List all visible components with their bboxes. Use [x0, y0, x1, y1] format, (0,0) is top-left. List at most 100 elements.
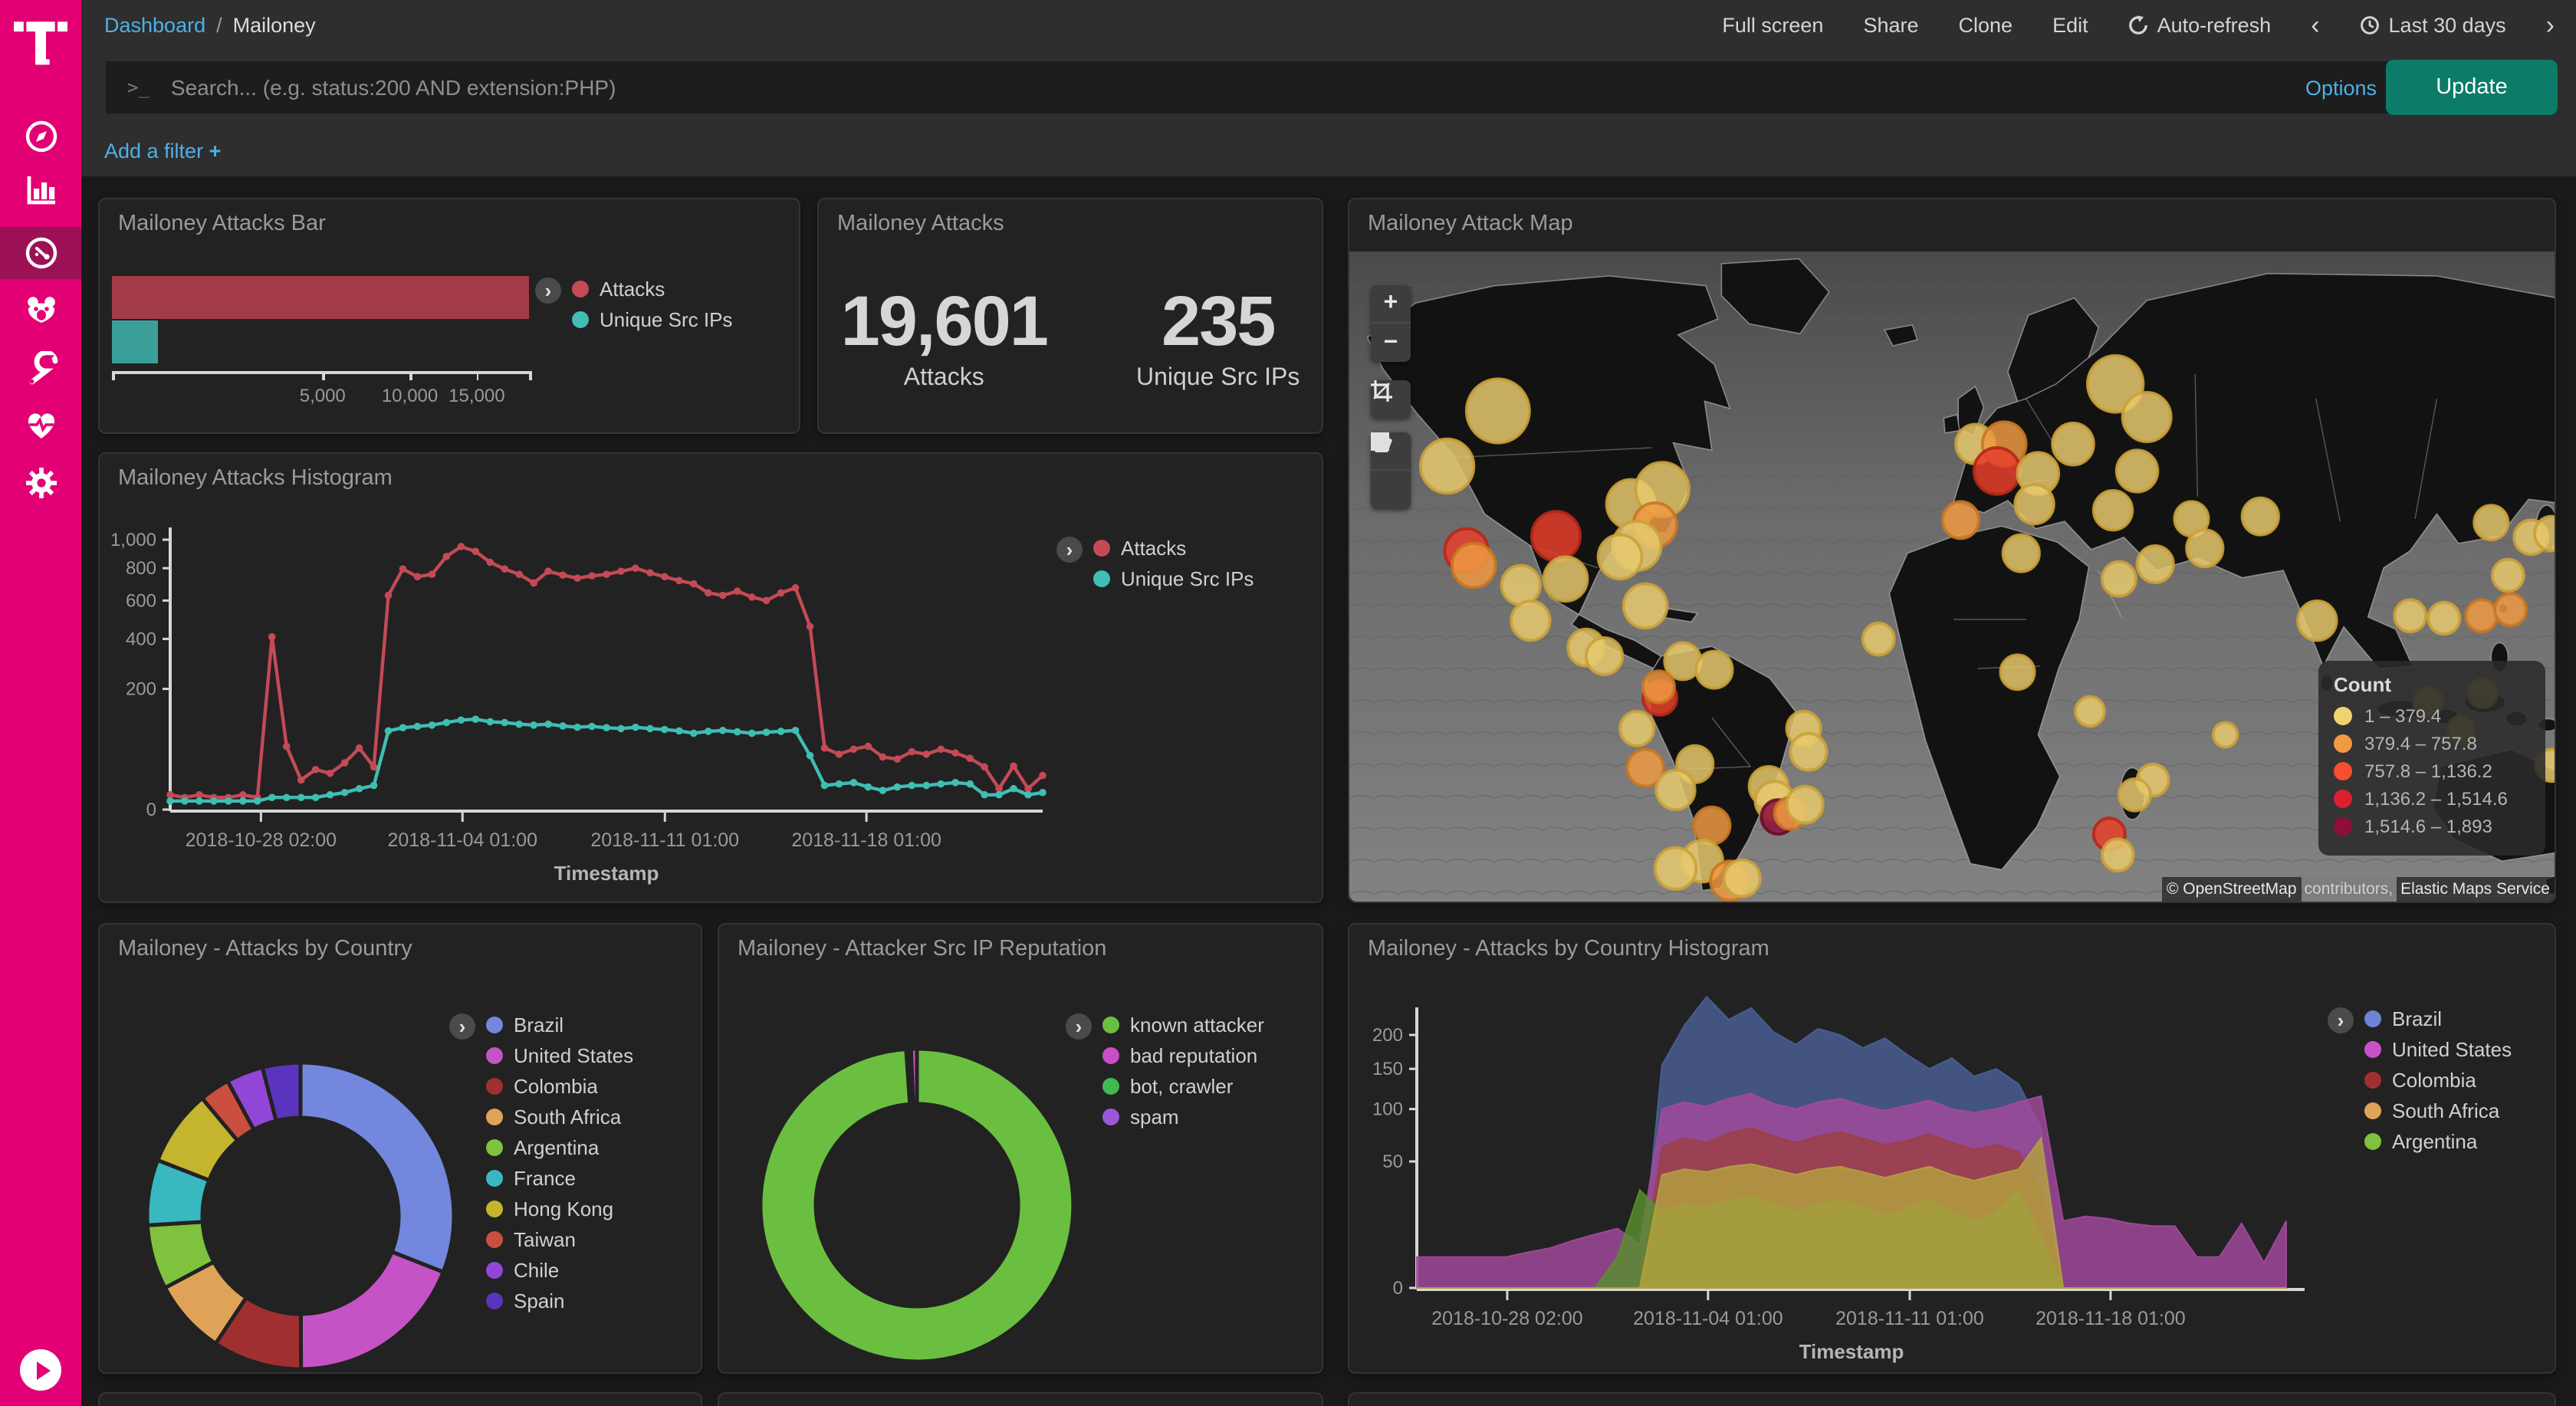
- attack-dot: [2240, 496, 2280, 537]
- time-prev-icon[interactable]: ‹: [2311, 10, 2320, 39]
- legend-item[interactable]: bad reputation: [1102, 1044, 1264, 1067]
- legend-item[interactable]: Taiwan: [486, 1228, 633, 1251]
- pie-slice-known-attacker[interactable]: [758, 1046, 1076, 1364]
- y-axis-tick-label: 100: [1372, 1099, 1403, 1120]
- fit-bounds-icon[interactable]: [1371, 380, 1411, 419]
- legend-toggle-icon[interactable]: ›: [2328, 1007, 2354, 1033]
- zoom-in-button[interactable]: +: [1371, 285, 1411, 324]
- attack-dot: [2533, 514, 2555, 553]
- bar-attacks[interactable]: [112, 276, 529, 319]
- legend-dot-icon: [1093, 570, 1110, 587]
- legend-dot-icon: [1093, 540, 1110, 557]
- legend-item[interactable]: Argentina: [2364, 1130, 2512, 1153]
- legend-item[interactable]: Brazil: [486, 1013, 633, 1036]
- panel-title[interactable]: Mailoney Attacks Bar: [118, 212, 326, 236]
- world-map[interactable]: + − Count 1: [1349, 251, 2555, 902]
- legend-item[interactable]: France: [486, 1167, 633, 1190]
- breadcrumb-separator: /: [216, 13, 222, 36]
- panel-attack-map: Mailoney Attack Map + −: [1348, 198, 2556, 903]
- attribution-text[interactable]: © OpenStreetMap: [2161, 877, 2302, 902]
- y-axis-tick-label: 400: [126, 629, 156, 649]
- legend-toggle-icon[interactable]: ›: [535, 278, 561, 304]
- y-axis-tick-label: 1,000: [110, 530, 156, 550]
- legend-item[interactable]: United States: [2364, 1038, 2512, 1061]
- sidebar-item-devtools-wrench[interactable]: [0, 342, 81, 394]
- map-legend-item: 1 – 379.4: [2334, 705, 2530, 727]
- pie-slice-brazil[interactable]: [298, 1060, 456, 1274]
- legend-item[interactable]: South Africa: [486, 1105, 633, 1128]
- attack-dot: [1654, 768, 1697, 811]
- time-range-picker[interactable]: Last 30 days: [2360, 13, 2506, 36]
- panel-title[interactable]: Mailoney Attacks: [837, 212, 1004, 236]
- legend-item[interactable]: Attacks: [1093, 537, 1254, 560]
- panel-title[interactable]: Mailoney - Attacks by Country Histogram: [1368, 937, 1769, 961]
- legend-item[interactable]: Unique Src IPs: [1093, 567, 1254, 590]
- x-axis-tick-label: 2018-10-28 02:00: [1431, 1308, 1582, 1329]
- search-input[interactable]: [167, 74, 2398, 101]
- attack-dot: [2100, 837, 2135, 872]
- nav-share[interactable]: Share: [1863, 13, 1918, 36]
- panel-title[interactable]: Mailoney Attack Map: [1368, 212, 1573, 236]
- attribution-text[interactable]: Elastic Maps Service: [2396, 877, 2555, 902]
- add-filter-link[interactable]: Add a filter +: [104, 140, 221, 163]
- attack-dot: [2472, 504, 2510, 541]
- breadcrumb-dashboard-link[interactable]: Dashboard: [104, 13, 206, 36]
- top-nav: Dashboard / Mailoney Full screen Share Clo…: [81, 0, 2576, 49]
- legend-item[interactable]: Colombia: [2364, 1069, 2512, 1092]
- legend-item[interactable]: Chile: [486, 1259, 633, 1282]
- legend-item[interactable]: Attacks: [572, 278, 732, 301]
- legend-toggle-icon[interactable]: ›: [1066, 1013, 1092, 1040]
- attack-dot: [1861, 621, 1896, 657]
- zoom-out-button[interactable]: −: [1383, 329, 1398, 355]
- metric-label: Attacks: [903, 365, 984, 391]
- time-next-icon[interactable]: ›: [2545, 10, 2555, 39]
- legend-toggle-icon[interactable]: ›: [1056, 537, 1083, 563]
- nav-edit[interactable]: Edit: [2052, 13, 2088, 36]
- legend-item[interactable]: Brazil: [2364, 1007, 2512, 1030]
- nav-clone[interactable]: Clone: [1959, 13, 2013, 36]
- map-legend-item: 757.8 – 1,136.2: [2334, 760, 2530, 782]
- legend-dot-icon: [2364, 1072, 2381, 1089]
- attack-dot: [1596, 533, 1644, 581]
- pie-slice-spain[interactable]: [260, 1060, 303, 1123]
- options-link[interactable]: Options: [2305, 76, 2377, 99]
- sidebar-item-discover-compass[interactable]: [0, 110, 81, 163]
- legend-item[interactable]: bot, crawler: [1102, 1075, 1264, 1098]
- time-range-label: Last 30 days: [2388, 13, 2506, 36]
- attack-dot: [1450, 541, 1497, 590]
- legend-item[interactable]: known attacker: [1102, 1013, 1264, 1036]
- sidebar-item-tpot-bear[interactable]: [0, 284, 81, 336]
- map-legend-label: 757.8 – 1,136.2: [2364, 760, 2492, 782]
- nav-auto-refresh[interactable]: Auto-refresh: [2128, 13, 2271, 36]
- sidebar-item-monitoring-heartbeat[interactable]: [0, 399, 81, 451]
- legend-item[interactable]: Unique Src IPs: [572, 308, 732, 331]
- panel-title[interactable]: Mailoney Attacks Histogram: [118, 466, 393, 491]
- legend-item[interactable]: Spain: [486, 1289, 633, 1312]
- legend-dot-icon: [572, 281, 589, 297]
- map-legend-title: Count: [2334, 673, 2392, 696]
- sidebar-item-management-gear[interactable]: [0, 457, 81, 509]
- visualize-bar-chart-icon: [26, 176, 54, 205]
- legend-item[interactable]: Hong Kong: [486, 1197, 633, 1220]
- legend-item[interactable]: Argentina: [486, 1136, 633, 1159]
- legend-item[interactable]: spam: [1102, 1105, 1264, 1128]
- legend-dot-icon: [2334, 734, 2352, 753]
- legend-item[interactable]: South Africa: [2364, 1099, 2512, 1122]
- bar-unique-src-ips[interactable]: [112, 320, 158, 363]
- legend-item[interactable]: Colombia: [486, 1075, 633, 1098]
- sidebar-item-visualize-bar-chart[interactable]: [0, 164, 81, 216]
- legend-toggle-icon[interactable]: ›: [449, 1013, 475, 1040]
- panel-title[interactable]: Mailoney - Attacker Src IP Reputation: [738, 937, 1107, 961]
- panel-title[interactable]: Mailoney - Attacks by Country: [118, 937, 412, 961]
- sidebar-item-dashboard-gauge[interactable]: [0, 227, 81, 279]
- attack-dot: [1789, 731, 1829, 772]
- metric: 235 Unique Src IPs: [1136, 279, 1300, 393]
- rectangle-tool-icon[interactable]: [1371, 432, 1411, 509]
- pie-slice-bad-reputation[interactable]: [909, 1046, 919, 1106]
- update-button[interactable]: Update: [2386, 60, 2558, 115]
- x-axis-tick-label: 2018-11-04 01:00: [1633, 1308, 1783, 1329]
- nav-full-screen[interactable]: Full screen: [1722, 13, 1823, 36]
- legend-item[interactable]: United States: [486, 1044, 633, 1067]
- sidebar-expand-button[interactable]: [20, 1349, 61, 1391]
- pie-slice-united-states[interactable]: [298, 1250, 445, 1372]
